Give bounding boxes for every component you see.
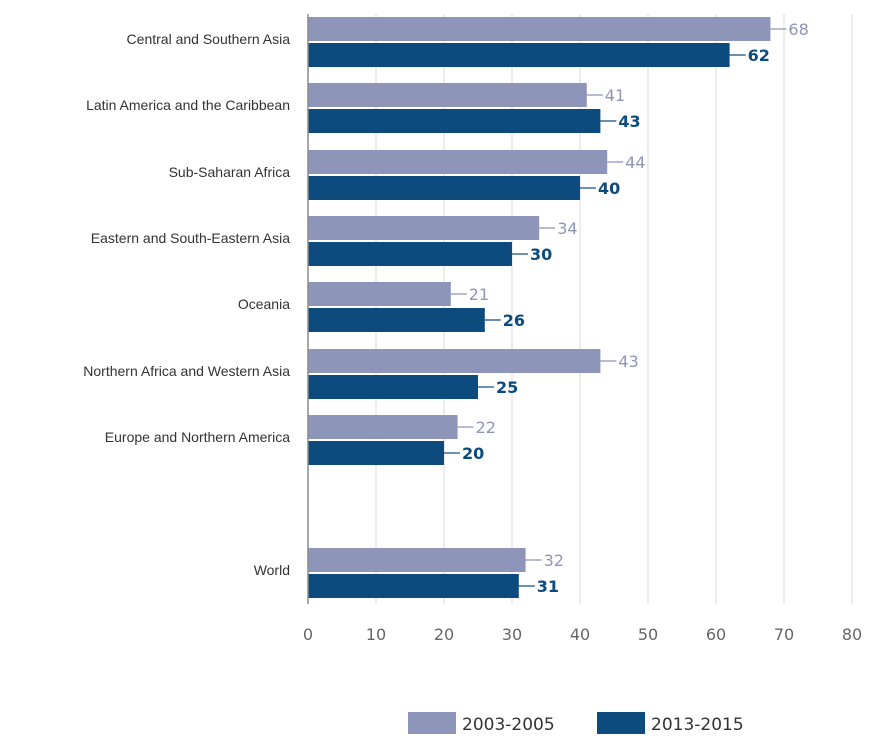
x-tick-label: 10 [366, 625, 386, 644]
bar [308, 282, 451, 306]
bar [308, 375, 478, 399]
x-axis: 0 10 20 30 40 50 60 70 80 [303, 14, 862, 644]
bar [308, 83, 587, 107]
data-label: 21 [469, 285, 489, 304]
data-label: 32 [544, 551, 564, 570]
data-label: 68 [788, 20, 808, 39]
data-label: 43 [618, 352, 638, 371]
bar [308, 150, 608, 174]
bar [308, 349, 601, 373]
legend-swatch [408, 712, 456, 734]
bar [308, 216, 540, 240]
data-label: 31 [537, 577, 559, 596]
data-label: 62 [748, 46, 770, 65]
x-tick-label: 0 [303, 625, 313, 644]
x-tick-label: 50 [638, 625, 658, 644]
data-label: 25 [496, 378, 518, 397]
bar [308, 109, 601, 133]
category-label: Oceania [238, 296, 290, 312]
legend: 2003-2005 2013-2015 [408, 712, 744, 735]
legend-entry: 2013-2015 [651, 715, 744, 735]
bar [308, 17, 771, 41]
bar [308, 441, 444, 465]
category-label: Europe and Northern America [105, 429, 290, 445]
category-label: Latin America and the Caribbean [86, 97, 290, 113]
bar [308, 574, 519, 598]
data-label: 44 [625, 153, 645, 172]
x-tick-label: 30 [502, 625, 522, 644]
bar [308, 548, 526, 572]
x-tick-label: 40 [570, 625, 590, 644]
category-label: Central and Southern Asia [127, 31, 291, 47]
x-tick-label: 60 [706, 625, 726, 644]
data-label: 22 [476, 418, 496, 437]
category-label: Sub-Saharan Africa [169, 164, 291, 180]
data-label: 20 [462, 444, 484, 463]
data-label: 41 [605, 86, 625, 105]
bar [308, 242, 512, 266]
category-label: World [254, 562, 290, 578]
bar [308, 43, 730, 67]
category-label: Eastern and South-Eastern Asia [91, 230, 290, 246]
category-label: Northern Africa and Western Asia [83, 363, 290, 379]
data-label: 34 [557, 219, 577, 238]
legend-swatch [597, 712, 645, 734]
x-tick-label: 80 [842, 625, 862, 644]
bar [308, 415, 458, 439]
legend-entry: 2003-2005 [462, 715, 555, 735]
data-label: 30 [530, 245, 552, 264]
data-label: 26 [503, 311, 525, 330]
bar [308, 308, 485, 332]
data-label: 40 [598, 179, 620, 198]
bars: 68 62 41 43 44 40 34 30 21 26 43 25 22 20 32 31 [308, 17, 809, 598]
bar [308, 176, 580, 200]
category-labels: Central and Southern Asia Latin America a… [83, 31, 290, 578]
x-tick-label: 20 [434, 625, 454, 644]
data-label: 43 [618, 112, 640, 131]
x-tick-label: 70 [774, 625, 794, 644]
